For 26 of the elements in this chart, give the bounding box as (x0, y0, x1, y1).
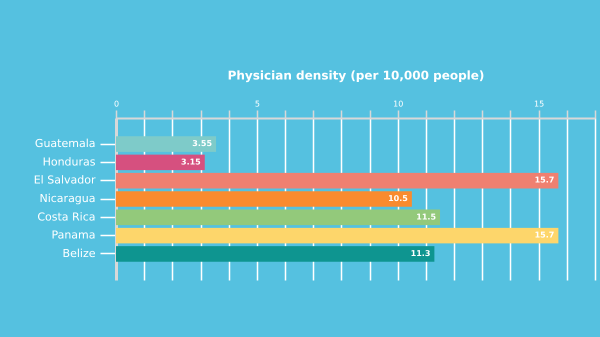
bar (116, 246, 434, 262)
x-tick-label: 5 (254, 100, 260, 108)
y-tick-label: Nicaragua (39, 192, 96, 205)
y-tick-label: El Salvador (34, 174, 96, 187)
bar (116, 172, 558, 188)
y-tick-label: Belize (62, 246, 96, 260)
bar (116, 136, 216, 152)
data-label: 3.15 (181, 157, 202, 166)
bar (116, 154, 205, 170)
bar (116, 210, 440, 226)
x-axis-title: Physician density (per 10,000 people) (228, 68, 484, 82)
data-label: 10.5 (388, 194, 408, 203)
data-label: 11.3 (410, 248, 430, 258)
data-label: 15.7 (534, 176, 554, 185)
data-label: 11.5 (416, 212, 436, 222)
bar (116, 191, 412, 207)
x-tick-label: 10 (393, 100, 404, 108)
data-label: 3.55 (192, 139, 212, 148)
y-tick-label: Panama (51, 228, 96, 242)
x-tick-label: 0 (114, 100, 120, 108)
y-tick-label: Costa Rica (37, 210, 96, 224)
bar (116, 228, 558, 244)
y-tick-label: Honduras (42, 155, 96, 168)
x-tick-label: 15 (534, 100, 544, 108)
data-label: 15.7 (534, 230, 554, 240)
y-tick-label: Guatemala (34, 137, 96, 150)
